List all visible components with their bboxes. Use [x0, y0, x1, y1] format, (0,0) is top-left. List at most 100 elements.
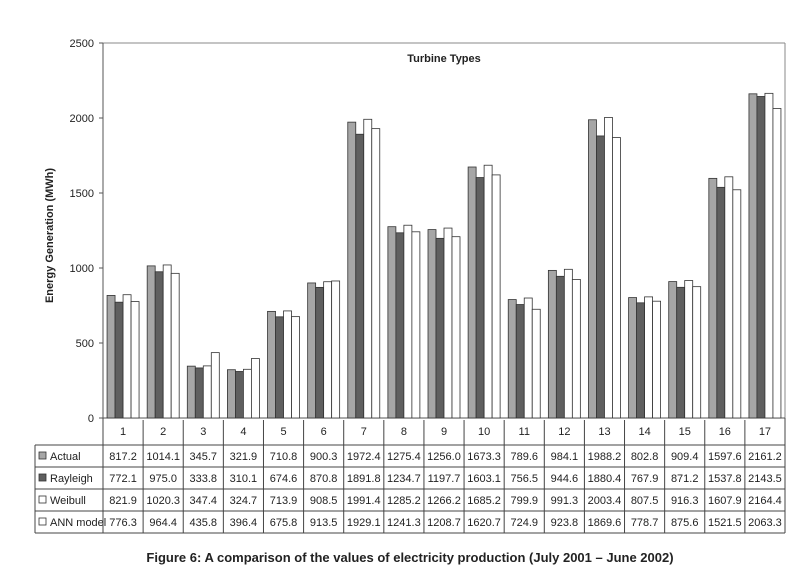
table-cell: 975.0 [149, 473, 177, 485]
bar-ann-model [451, 236, 461, 419]
category-label: 17 [759, 426, 771, 438]
category-label: 15 [679, 426, 691, 438]
table-cell: 776.3 [109, 517, 137, 529]
table-cell: 1880.4 [588, 473, 622, 485]
bar-actual [186, 365, 196, 419]
legend-key [38, 495, 47, 504]
category-label: 7 [361, 426, 367, 438]
category-label: 1 [120, 426, 126, 438]
bar-actual [748, 93, 758, 419]
table-cell: 923.8 [551, 517, 579, 529]
table-cell: 1607.9 [708, 495, 742, 507]
table-cell: 2143.5 [748, 473, 782, 485]
bar-rayleigh [114, 301, 124, 419]
bar-actual [588, 119, 597, 419]
bar-weibull [684, 280, 694, 419]
bar-weibull [363, 118, 373, 419]
category-label: 12 [558, 426, 570, 438]
category-label: 9 [441, 426, 447, 438]
bar-weibull [563, 268, 573, 419]
table-cell: 724.9 [510, 517, 538, 529]
bar-rayleigh [154, 271, 164, 419]
category-label: 4 [240, 426, 246, 438]
figure-caption: Figure 6: A comparison of the values of … [146, 550, 673, 565]
bar-weibull [283, 310, 292, 419]
table-cell: 870.8 [310, 473, 338, 485]
category-label: 3 [200, 426, 206, 438]
table-cell: 1685.2 [467, 495, 501, 507]
table-cell: 321.9 [230, 451, 258, 463]
bar-ann-model [170, 272, 180, 419]
table-cell: 871.2 [671, 473, 699, 485]
bar-rayleigh [716, 186, 726, 419]
table-cell: 674.6 [270, 473, 298, 485]
bar-rayleigh [475, 177, 485, 419]
bar-rayleigh [515, 304, 525, 419]
bar-rayleigh [596, 135, 605, 419]
table-cell: 817.2 [109, 451, 137, 463]
category-label: 13 [598, 426, 610, 438]
bar-weibull [724, 176, 734, 419]
table-cell: 1891.8 [347, 473, 381, 485]
bar-actual [227, 369, 236, 419]
bar-actual [547, 269, 557, 419]
bar-ann-model [210, 352, 220, 419]
bar-actual [467, 166, 477, 419]
legend-label: Weibull [50, 495, 86, 507]
bar-rayleigh [275, 316, 284, 419]
bar-rayleigh [756, 96, 766, 419]
category-label: 2 [160, 426, 166, 438]
bar-actual [267, 310, 276, 419]
bar-ann-model [652, 300, 661, 419]
y-tick-label: 500 [76, 338, 94, 350]
bar-rayleigh [555, 275, 565, 419]
bar-weibull [122, 294, 132, 419]
legend-key [38, 473, 47, 482]
table-cell: 1537.8 [708, 473, 742, 485]
legend-key [38, 517, 47, 526]
bar-weibull [162, 264, 172, 419]
bar-weibull [604, 117, 613, 419]
table-cell: 396.4 [230, 517, 258, 529]
legend-label: Actual [50, 451, 81, 463]
table-cell: 944.6 [551, 473, 579, 485]
table-cell: 991.3 [551, 495, 579, 507]
bar-weibull [243, 368, 252, 419]
table-cell: 807.5 [631, 495, 659, 507]
bar-weibull [443, 227, 453, 419]
bar-actual [106, 295, 116, 419]
table-cell: 964.4 [149, 517, 177, 529]
table-cell: 1197.7 [428, 473, 461, 485]
bar-ann-model [531, 308, 541, 419]
table-cell: 2003.4 [588, 495, 622, 507]
bar-rayleigh [355, 133, 365, 419]
table-cell: 347.4 [190, 495, 218, 507]
y-tick-label: 2500 [70, 38, 94, 50]
bar-ann-model [331, 280, 341, 419]
bar-ann-model [411, 231, 421, 419]
bar-weibull [323, 281, 333, 419]
table-cell: 324.7 [230, 495, 258, 507]
table-cell: 2063.3 [748, 517, 782, 529]
table-cell: 1988.2 [588, 451, 622, 463]
bar-rayleigh [395, 232, 405, 419]
table-cell: 345.7 [190, 451, 218, 463]
bar-weibull [764, 92, 774, 419]
bar-weibull [483, 164, 493, 419]
table-cell: 435.8 [190, 517, 218, 529]
table-cell: 908.5 [310, 495, 338, 507]
table-cell: 1929.1 [347, 517, 381, 529]
table-cell: 1241.3 [387, 517, 421, 529]
table-cell: 1285.2 [387, 495, 421, 507]
category-label: 10 [478, 426, 490, 438]
table-cell: 821.9 [109, 495, 137, 507]
y-tick-label: 2000 [70, 113, 94, 125]
table-cell: 900.3 [310, 451, 338, 463]
bar-actual [628, 297, 637, 419]
bar-ann-model [291, 316, 300, 419]
bar-actual [708, 177, 718, 419]
y-tick-label: 1500 [70, 188, 94, 200]
bar-weibull [644, 296, 653, 419]
